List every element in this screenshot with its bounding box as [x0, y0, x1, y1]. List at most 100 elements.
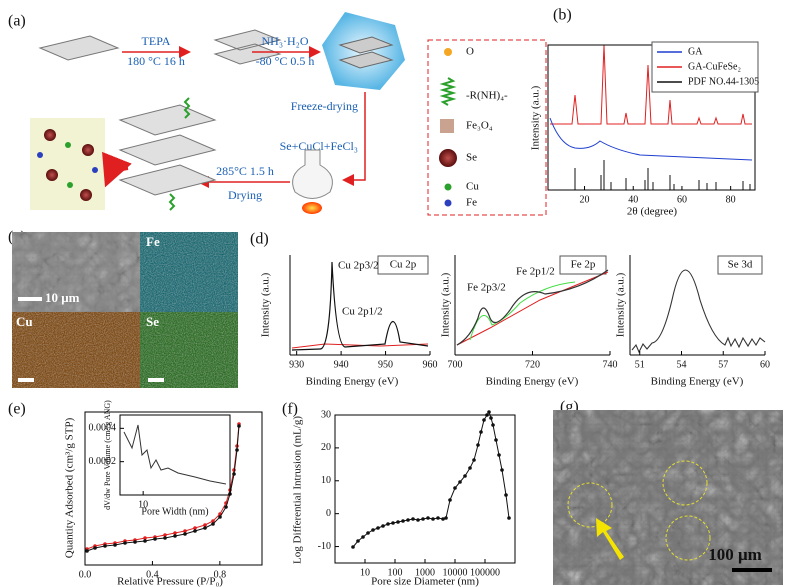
arrow — [342, 92, 366, 186]
x-tick-label: 100 — [388, 567, 403, 578]
x-tick-label: 740 — [603, 359, 618, 370]
step-label: -80 °C 0.5 h — [256, 54, 315, 68]
scale-bar — [148, 378, 164, 382]
y-axis-label: Log Differential Intrusion (mL/g) — [292, 416, 304, 564]
peak-label: Cu 2p1/2 — [342, 306, 383, 318]
x-tick-label: 700 — [448, 359, 463, 370]
panel-b: (b) Intensity (a.u.) 2θ (degree) — [530, 7, 753, 218]
panel-d: (d) Intensity (a.u.) Intensity (a.u.) In… — [250, 231, 766, 388]
legend-symbol — [440, 119, 454, 133]
panel-label: (e) — [8, 401, 26, 418]
legend-label: -R(NH)₄- — [466, 90, 508, 102]
plot-title: Fe 2p — [571, 259, 596, 271]
step-label: 180 °C 16 h — [127, 54, 185, 68]
plot-title: Cu 2p — [390, 259, 417, 271]
x-axis-label: 2θ (degree) — [627, 206, 677, 218]
x-tick-label: 950 — [378, 359, 393, 370]
plot-frame — [84, 411, 263, 566]
baseline — [456, 271, 609, 346]
pore-marker — [567, 482, 613, 528]
x-tick-label: 20 — [580, 194, 590, 205]
legend-label: Fe₃O₄ — [466, 120, 493, 132]
x-axis-label: Binding Energy (eV) — [486, 376, 579, 388]
peak-label: Fe 2p3/2 — [467, 282, 506, 294]
x-tick-label: 80 — [726, 194, 736, 205]
legend-symbol — [439, 149, 457, 167]
curve — [456, 269, 609, 346]
legend-label: GA — [688, 46, 703, 57]
panel-a: (a) TEPA 180 °C 16 h NH₃·H₂O -80 °C 0.5 … — [8, 12, 547, 216]
inset-x-label: Pore Width (nm) — [141, 506, 208, 517]
reference-sticks — [574, 160, 751, 190]
panel-label: (d) — [250, 231, 269, 248]
sem-texture — [553, 410, 783, 585]
curve — [631, 269, 766, 354]
y-tick-label: 0 — [326, 508, 331, 519]
linker — [168, 97, 191, 211]
legend-label: O — [466, 46, 474, 58]
panel-c: (c) 10 μm Fe Cu Se — [8, 229, 238, 388]
x-tick-label: 100000 — [470, 567, 500, 578]
graphene-stack — [213, 29, 282, 65]
step-label: 285°C 1.5 h — [216, 164, 274, 178]
legend-symbol — [444, 183, 452, 191]
scale-bar — [18, 378, 34, 382]
y-tick-label: 30 — [321, 409, 331, 420]
peak-label: Cu 2p3/2 — [338, 260, 379, 272]
arrow — [102, 151, 132, 188]
map-label: Cu — [16, 314, 33, 329]
y-tick-label: 20 — [321, 442, 331, 453]
y-tick-label: 0.0002 — [89, 456, 117, 467]
panel-label: (b) — [553, 7, 572, 24]
x-tick-label: 720 — [525, 359, 540, 370]
graphene-stack — [118, 104, 217, 196]
y-axis-label: Intensity (a.u.) — [615, 272, 627, 337]
scale-bar — [18, 297, 42, 301]
legend-label: Fe — [466, 197, 477, 209]
step-label: Freeze-drying — [291, 99, 358, 113]
legend-label: PDF NO.44-1305 — [688, 76, 759, 87]
y-tick-label: -10 — [318, 541, 331, 552]
panel-label: (a) — [8, 13, 26, 30]
fit — [469, 281, 576, 341]
crystal-atoms — [37, 129, 98, 201]
step-label: Se+CuCl+FeCl₃ — [280, 139, 358, 153]
x-tick-label: 10000 — [443, 567, 468, 578]
title-box — [717, 255, 763, 275]
x-tick-label: 51 — [635, 359, 645, 370]
x-tick-label: 57 — [718, 359, 728, 370]
y-axis-label: Intensity (a.u.) — [530, 85, 542, 150]
legend-symbol — [444, 48, 452, 56]
x-axis-label: Pore size Diameter (nm) — [371, 576, 479, 587]
adsorption-curve — [85, 424, 241, 553]
x-tick-label: 0.8 — [214, 569, 227, 580]
map-label: Fe — [146, 234, 160, 249]
baseline — [291, 343, 429, 349]
flask — [292, 149, 333, 199]
plot-title: Se 3d — [728, 259, 753, 271]
legend-label: Cu — [466, 181, 479, 193]
x-tick-label: 0.4 — [146, 569, 159, 580]
legend-label: GA-CuFeSe₂ — [688, 61, 741, 72]
x-tick-label: 54 — [676, 359, 686, 370]
y-axis-label: Intensity (a.u.) — [440, 272, 452, 337]
plot-frame — [334, 414, 516, 564]
legend-box — [427, 39, 547, 216]
title-box — [559, 255, 607, 275]
x-tick-label: 0.0 — [79, 569, 92, 580]
x-tick-label: 10 — [138, 499, 148, 510]
x-tick-label: 10 — [360, 567, 370, 578]
eds-noise — [12, 312, 140, 388]
unit-cell — [30, 118, 105, 210]
panel-g: (g) 100 μm — [553, 399, 783, 585]
scale-bar — [732, 568, 772, 572]
peak-label: Fe 2p1/2 — [516, 266, 555, 278]
x-tick-label: 60 — [677, 194, 687, 205]
step-label: NH₃·H₂O — [261, 34, 308, 48]
map-label: Se — [146, 314, 159, 329]
curve — [549, 117, 753, 161]
legend-symbol — [444, 199, 452, 207]
y-axis-label: Intensity (a.u.) — [260, 272, 272, 337]
graphene-sheet — [38, 35, 120, 61]
